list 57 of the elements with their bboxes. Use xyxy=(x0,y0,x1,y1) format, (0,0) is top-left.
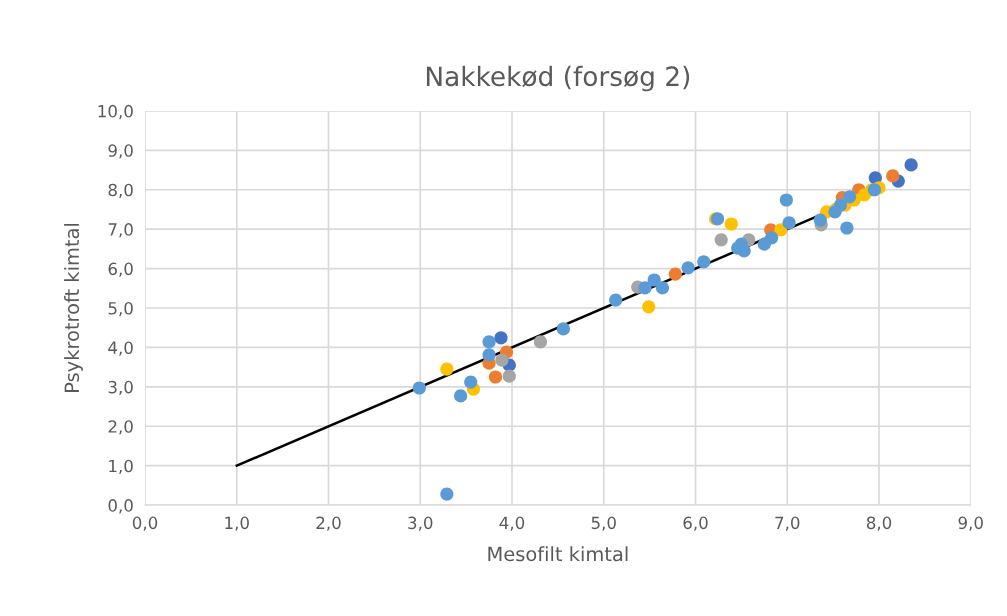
point xyxy=(609,293,623,307)
y-tick-label: 8,0 xyxy=(108,183,133,198)
chart-title: Nakkekød (forsøg 2) xyxy=(426,65,690,92)
point xyxy=(412,381,426,395)
x-tick-label: 3,0 xyxy=(408,516,433,531)
y-axis-title: Psykrotroft kimtal xyxy=(64,223,83,392)
point xyxy=(904,158,918,172)
x-tick-label: 5,0 xyxy=(591,516,616,531)
point xyxy=(655,281,670,295)
y-tick-label: 1,0 xyxy=(109,459,133,474)
point xyxy=(833,198,848,212)
point xyxy=(724,217,738,231)
x-tick-label: 0,0 xyxy=(132,516,158,531)
point xyxy=(681,261,695,275)
point xyxy=(495,353,509,367)
point xyxy=(440,487,454,501)
point xyxy=(782,216,796,230)
y-tick-label: 2,0 xyxy=(108,420,133,435)
point xyxy=(642,300,656,314)
point xyxy=(440,362,454,376)
y-tick-label: 4,0 xyxy=(108,341,133,356)
x-axis-title: Mesofilt kimtal xyxy=(488,546,628,562)
point xyxy=(482,335,496,349)
y-tick-label: 6,0 xyxy=(108,262,133,277)
point xyxy=(843,190,857,204)
x-tick-label: 2,0 xyxy=(316,516,341,531)
point xyxy=(454,389,468,403)
point xyxy=(840,221,854,235)
point xyxy=(668,267,682,281)
x-tick-label: 8,0 xyxy=(866,516,892,531)
y-tick-label: 10,0 xyxy=(98,104,133,120)
x-tick-label: 1,0 xyxy=(225,516,249,531)
y-tick-label: 9,0 xyxy=(108,144,133,159)
point xyxy=(779,193,793,207)
point xyxy=(494,331,508,345)
point xyxy=(638,281,652,295)
point xyxy=(533,335,548,349)
point xyxy=(765,231,779,245)
point xyxy=(886,169,900,183)
point xyxy=(464,375,478,389)
x-tick-label: 4,0 xyxy=(499,516,525,531)
point xyxy=(556,322,570,336)
point xyxy=(737,244,751,258)
y-tick-label: 3,0 xyxy=(108,380,133,396)
point xyxy=(647,273,661,287)
x-tick-label: 6,0 xyxy=(683,516,708,531)
y-tick-label: 0,0 xyxy=(108,499,133,514)
point xyxy=(714,233,728,247)
y-tick-label: 5,0 xyxy=(108,301,133,317)
x-tick-label: 9,0 xyxy=(958,516,983,531)
point xyxy=(697,255,711,269)
point xyxy=(502,369,516,383)
point xyxy=(813,213,827,227)
point xyxy=(482,348,496,362)
y-tick-label: 7,0 xyxy=(108,223,133,238)
point xyxy=(488,370,503,384)
x-tick-label: 7,0 xyxy=(775,516,800,531)
